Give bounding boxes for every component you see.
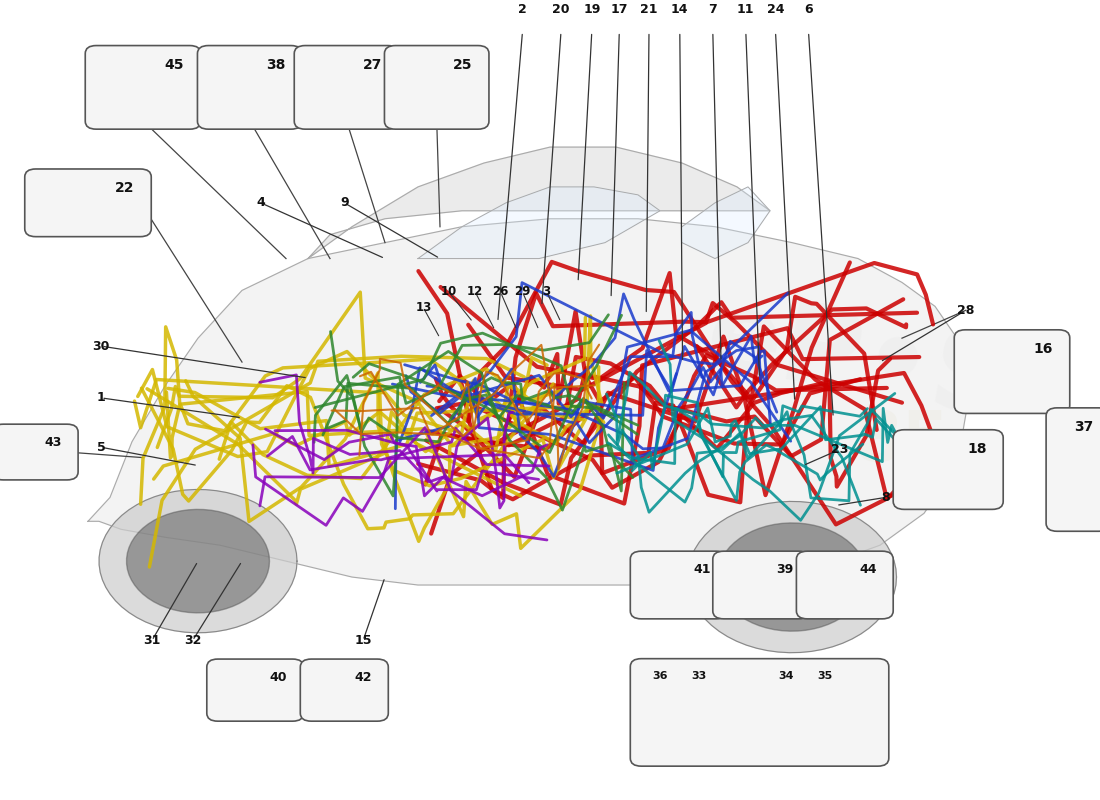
Text: 3: 3 xyxy=(542,286,551,298)
Polygon shape xyxy=(126,510,270,613)
FancyBboxPatch shape xyxy=(955,330,1069,414)
Polygon shape xyxy=(99,490,297,633)
FancyBboxPatch shape xyxy=(713,551,810,619)
Text: 19: 19 xyxy=(583,2,601,16)
FancyBboxPatch shape xyxy=(630,551,727,619)
Text: 35: 35 xyxy=(817,670,833,681)
Polygon shape xyxy=(88,218,968,585)
Polygon shape xyxy=(418,187,660,258)
Text: 42: 42 xyxy=(354,671,372,684)
Text: 13: 13 xyxy=(416,302,431,314)
Text: 34: 34 xyxy=(779,670,794,681)
Text: 29: 29 xyxy=(515,286,530,298)
Text: 32: 32 xyxy=(184,634,201,647)
FancyBboxPatch shape xyxy=(300,659,388,721)
FancyBboxPatch shape xyxy=(385,46,488,129)
Text: 18: 18 xyxy=(967,442,987,456)
Text: 41: 41 xyxy=(693,563,711,576)
Polygon shape xyxy=(308,147,770,258)
Text: 40: 40 xyxy=(270,671,287,684)
Text: 9: 9 xyxy=(340,196,349,210)
Text: 6: 6 xyxy=(804,2,813,16)
Text: 14: 14 xyxy=(671,2,689,16)
Text: 31: 31 xyxy=(143,634,161,647)
Text: 26: 26 xyxy=(493,286,508,298)
Polygon shape xyxy=(688,502,896,653)
Text: 11: 11 xyxy=(737,2,755,16)
Text: 37: 37 xyxy=(1074,420,1093,434)
FancyBboxPatch shape xyxy=(0,424,78,480)
Text: 22: 22 xyxy=(116,181,134,195)
Text: 7: 7 xyxy=(708,2,717,16)
Text: 5: 5 xyxy=(97,441,106,454)
Polygon shape xyxy=(717,523,867,631)
FancyBboxPatch shape xyxy=(630,658,889,766)
Text: 25: 25 xyxy=(453,58,473,71)
Text: 45: 45 xyxy=(165,58,185,71)
Text: 23: 23 xyxy=(830,443,848,456)
FancyBboxPatch shape xyxy=(86,46,200,129)
Text: 4: 4 xyxy=(256,196,265,210)
Text: 44: 44 xyxy=(859,563,877,576)
Text: 38: 38 xyxy=(266,58,286,71)
Text: 30: 30 xyxy=(92,340,110,353)
Text: 20: 20 xyxy=(552,2,570,16)
FancyBboxPatch shape xyxy=(198,46,301,129)
Text: 36: 36 xyxy=(652,670,668,681)
Text: 39: 39 xyxy=(776,563,793,576)
FancyBboxPatch shape xyxy=(893,430,1003,510)
FancyBboxPatch shape xyxy=(207,659,304,721)
Text: 17: 17 xyxy=(610,2,628,16)
Text: 21: 21 xyxy=(640,2,658,16)
FancyBboxPatch shape xyxy=(796,551,893,619)
Text: 10: 10 xyxy=(441,286,456,298)
Text: 15: 15 xyxy=(354,634,372,647)
Text: 8: 8 xyxy=(881,491,890,504)
Text: eP•S: eP•S xyxy=(697,282,1019,442)
FancyBboxPatch shape xyxy=(1046,408,1100,531)
Polygon shape xyxy=(682,187,770,258)
Text: 43: 43 xyxy=(44,436,62,449)
Text: 2: 2 xyxy=(518,2,527,16)
Text: 27: 27 xyxy=(363,58,383,71)
Text: 33: 33 xyxy=(691,670,706,681)
Text: 28: 28 xyxy=(957,304,975,317)
Text: 12: 12 xyxy=(468,286,483,298)
Text: 16: 16 xyxy=(1034,342,1054,356)
Text: 1: 1 xyxy=(97,391,106,404)
Text: 85: 85 xyxy=(854,408,950,475)
FancyBboxPatch shape xyxy=(24,169,152,237)
Text: 24: 24 xyxy=(767,2,784,16)
FancyBboxPatch shape xyxy=(295,46,399,129)
